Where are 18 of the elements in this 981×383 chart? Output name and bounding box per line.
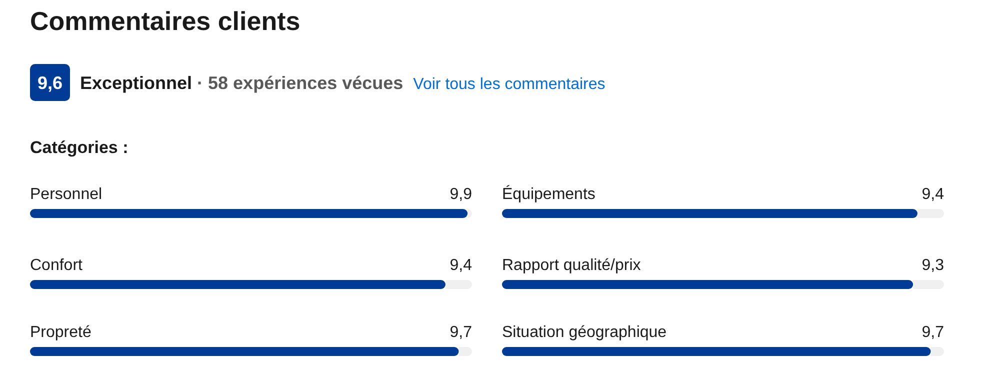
y-tick-label: Rapport qualité/prix <box>502 257 641 274</box>
data-label: 9,7 <box>922 324 944 341</box>
score-badge: 9,6 <box>30 64 70 101</box>
y-tick-label: Situation géographique <box>502 324 667 341</box>
text: Exceptionnel <box>80 73 192 93</box>
data-label: 9,9 <box>450 186 472 203</box>
chart-subtitle: Catégories : <box>30 138 128 157</box>
data-label: 9,4 <box>450 257 472 274</box>
data-label: 9,7 <box>450 324 472 341</box>
chart-title: Commentaires clients <box>30 6 300 36</box>
text: · 58 expériences vécues <box>197 73 404 93</box>
data-label: 9,3 <box>922 257 944 274</box>
y-tick-label: Personnel <box>30 186 102 203</box>
y-tick-label: Équipements <box>502 185 596 203</box>
y-tick-label: Propreté <box>30 324 92 341</box>
text: Voir tous les commentaires <box>413 76 606 93</box>
y-tick-label: Confort <box>30 257 84 274</box>
data-label: 9,4 <box>922 186 944 203</box>
